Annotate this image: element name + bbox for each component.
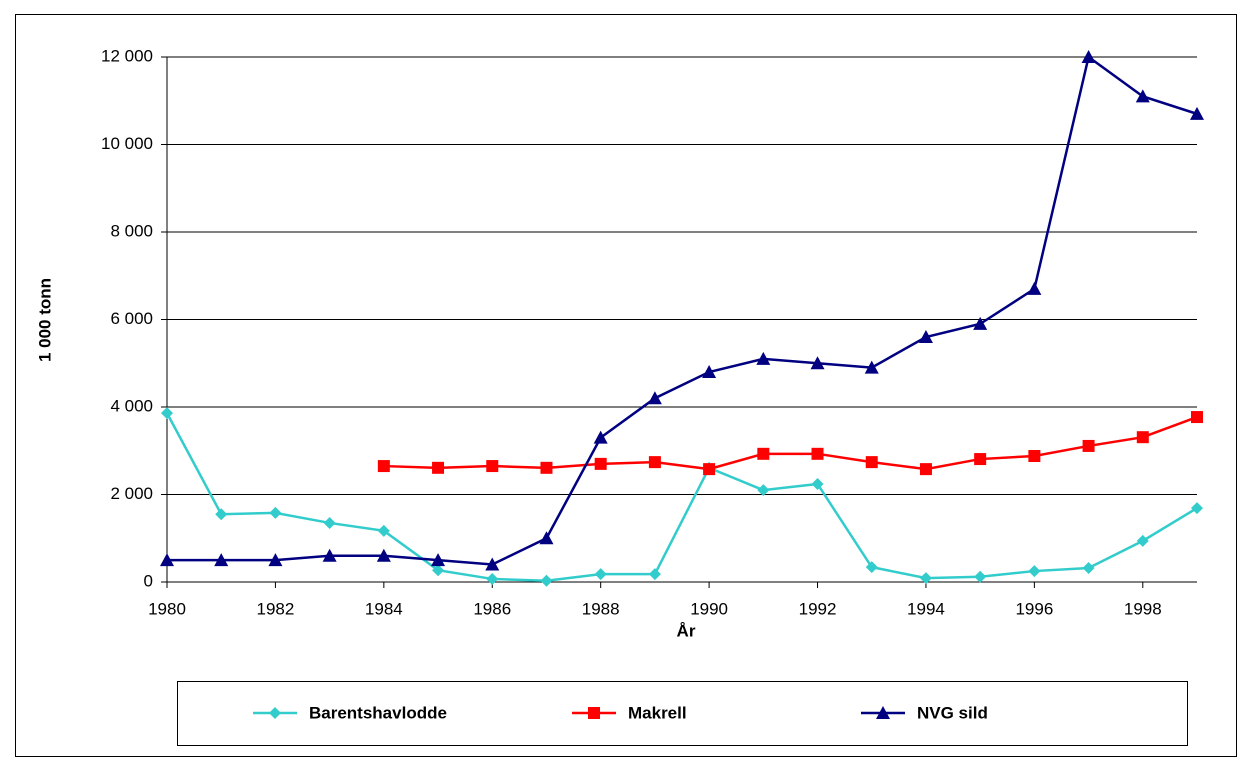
marker — [215, 508, 228, 521]
marker — [1136, 431, 1149, 444]
x-axis-title: År — [677, 621, 696, 640]
marker — [810, 356, 825, 370]
marker — [486, 572, 499, 585]
marker — [974, 453, 987, 466]
marker — [269, 506, 282, 519]
y-tick-label: 8 000 — [110, 221, 153, 240]
marker — [702, 365, 717, 378]
marker — [1190, 106, 1204, 120]
marker — [756, 351, 771, 365]
y-tick-label: 4 000 — [110, 396, 153, 415]
marker — [1082, 562, 1095, 574]
marker — [647, 391, 662, 405]
marker — [594, 568, 607, 581]
marker — [1081, 50, 1096, 63]
x-tick-label: 1990 — [690, 599, 728, 618]
marker — [594, 457, 607, 470]
marker — [1136, 534, 1149, 547]
marker — [1191, 411, 1203, 424]
marker — [974, 570, 987, 583]
marker — [1028, 565, 1041, 578]
x-tick-label: 1996 — [1015, 599, 1053, 618]
x-tick-label: 1986 — [473, 599, 511, 618]
marker — [377, 460, 390, 473]
marker — [1082, 439, 1095, 452]
marker — [323, 516, 336, 529]
series-line — [165, 412, 1198, 582]
marker — [432, 461, 445, 474]
marker — [485, 557, 500, 571]
marker — [431, 553, 446, 567]
marker — [757, 447, 770, 460]
x-tick-label: 1988 — [582, 599, 620, 618]
marker — [757, 484, 770, 497]
series-line — [383, 415, 1198, 471]
x-tick-label: 1998 — [1124, 599, 1162, 618]
marker — [703, 463, 716, 476]
marker — [540, 574, 553, 587]
legend-box — [177, 681, 1188, 746]
marker — [918, 330, 933, 343]
marker — [1135, 89, 1150, 103]
y-tick-label: 10 000 — [101, 134, 153, 153]
marker — [322, 548, 337, 562]
marker — [1028, 450, 1041, 462]
marker — [876, 706, 890, 719]
x-tick-label: 1980 — [148, 599, 186, 618]
marker — [161, 407, 173, 420]
marker — [540, 461, 553, 474]
legend-label: NVG sild — [917, 703, 988, 722]
marker — [588, 707, 600, 719]
marker — [648, 568, 661, 581]
marker — [269, 707, 281, 719]
legend-label: Barentshavlodde — [309, 703, 447, 722]
marker — [648, 456, 661, 469]
marker — [214, 553, 229, 567]
marker — [1191, 502, 1203, 515]
x-tick-label: 1984 — [365, 599, 403, 618]
marker — [1027, 281, 1042, 295]
y-tick-label: 2 000 — [110, 484, 153, 503]
x-tick-label: 1982 — [257, 599, 295, 618]
marker — [377, 524, 390, 537]
marker — [160, 553, 174, 567]
x-tick-label: 1992 — [799, 599, 837, 618]
y-axis-title: 1 000 tonn — [35, 278, 54, 362]
marker — [919, 463, 932, 476]
marker — [811, 447, 824, 460]
marker — [376, 548, 391, 562]
marker — [865, 456, 878, 469]
series-line — [167, 54, 1198, 566]
marker — [268, 553, 283, 567]
marker — [865, 561, 878, 574]
x-tick-label: 1994 — [907, 599, 945, 618]
marker — [811, 478, 824, 490]
legend-label: Makrell — [628, 703, 687, 722]
marker — [864, 360, 879, 374]
marker — [593, 430, 608, 444]
y-tick-label: 6 000 — [110, 309, 153, 328]
chart-border — [15, 14, 1237, 757]
marker — [486, 460, 499, 473]
y-tick-label: 12 000 — [101, 46, 153, 65]
marker — [919, 572, 932, 585]
y-tick-label: 0 — [144, 571, 153, 590]
marker — [973, 316, 988, 330]
marker — [539, 531, 554, 545]
marker — [432, 564, 445, 577]
